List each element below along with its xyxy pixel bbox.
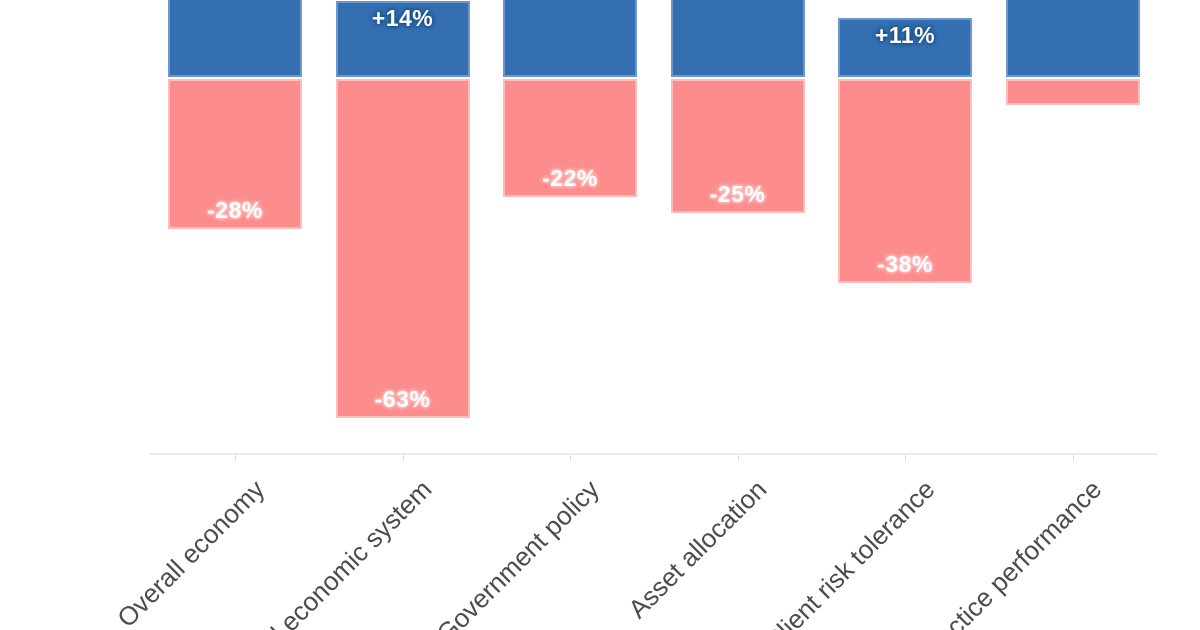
x-axis-label: Overall economy [111,474,271,630]
x-axis-tick [905,454,906,461]
value-label-negative: -25% [709,181,766,207]
x-axis-tick [402,454,404,461]
value-label-positive: +14% [371,5,434,32]
bar-negative-segment: -63% [335,79,470,419]
bar-positive-segment: +14% [335,1,470,77]
bar-positive-segment [670,0,805,77]
x-axis-tick [737,454,739,461]
x-axis-label: Asset allocation [622,474,773,624]
bar-positive-segment [503,0,637,77]
x-axis-tick [1072,454,1074,461]
x-axis-tick [235,454,236,461]
bar-negative-segment [1005,79,1140,105]
bar-positive-segment [168,0,302,77]
bar-negative-segment: -38% [838,79,972,284]
bar-positive-segment [1005,0,1140,77]
x-axis-label: Client risk tolerance [757,474,941,630]
x-axis-label: Practice performance [911,474,1108,630]
x-axis-line [150,453,1158,455]
value-label-positive: +11% [874,21,936,48]
value-label-negative: -28% [207,197,263,224]
bar-negative-segment: -25% [670,79,805,213]
value-label-negative: -38% [877,251,933,278]
bar-negative-segment: -28% [168,79,302,230]
value-label-negative: -63% [374,386,431,413]
bar-negative-segment: -22% [503,79,637,197]
bar-positive-segment: +11% [838,17,972,77]
x-axis-label: Government policy [430,474,606,630]
x-axis-tick [570,454,571,461]
value-label-negative: -22% [542,164,598,191]
